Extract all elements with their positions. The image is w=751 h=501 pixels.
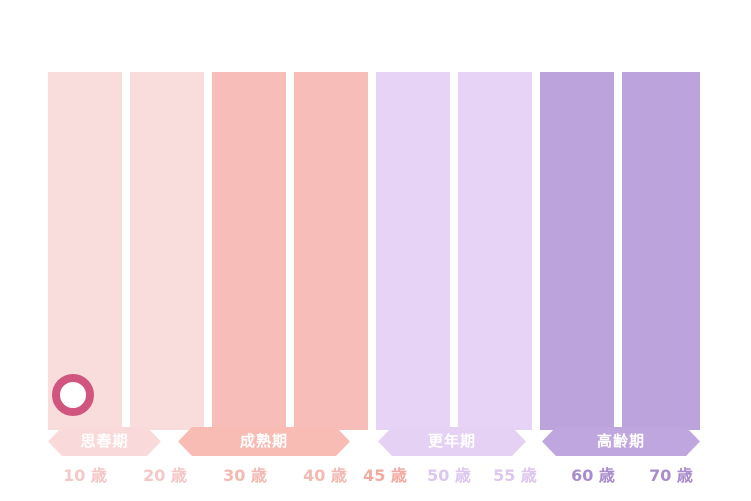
bar-column [294,72,368,430]
age-tick-label: 20 歳 [143,466,187,485]
age-tick-label: 10 歳 [63,466,107,485]
age-tick-label: 50 歳 [427,466,471,485]
age-tick-label: 45 歳 [363,466,407,485]
bar-column [130,72,204,430]
band-tag-menopause[interactable]: 更年期 [378,427,526,456]
current-stage-marker-icon[interactable] [52,374,94,416]
bar-column [48,72,122,430]
bar-column [376,72,450,430]
age-tick-label: 30 歳 [223,466,267,485]
age-tick-label: 70 歳 [649,466,693,485]
age-tick-label: 60 歳 [571,466,615,485]
band-tag-puberty[interactable]: 思春期 [48,427,161,456]
band-tag-maturity[interactable]: 成熟期 [178,427,350,456]
bar-column [458,72,532,430]
band-tag-senior[interactable]: 高齢期 [542,427,700,456]
bar-column [212,72,286,430]
bar-column [540,72,614,430]
band-label: 高齢期 [596,432,645,450]
band-label: 成熟期 [239,432,288,450]
age-tick-label: 55 歳 [493,466,537,485]
band-label: 思春期 [80,432,129,450]
age-tick-label: 40 歳 [303,466,347,485]
bar-column [622,72,700,430]
band-label: 更年期 [427,432,476,450]
